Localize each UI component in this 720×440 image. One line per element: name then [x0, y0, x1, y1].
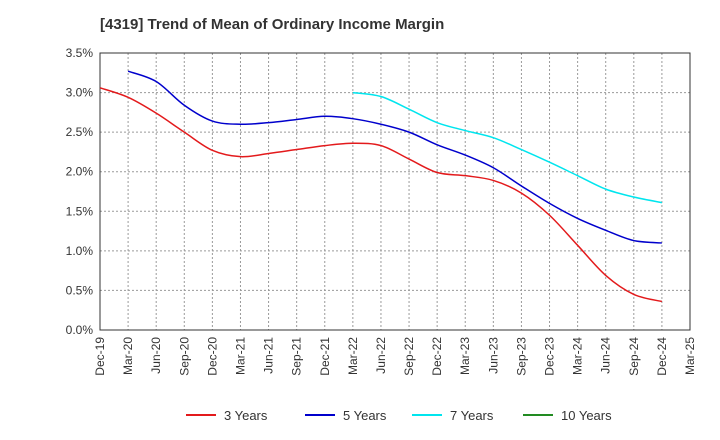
x-tick-label: Dec-24	[655, 337, 669, 376]
x-tick-label: Sep-21	[290, 337, 304, 376]
x-tick-label: Dec-22	[430, 337, 444, 376]
x-tick-label: Sep-24	[627, 337, 641, 376]
grid-layer	[99, 52, 691, 331]
x-tick-label: Dec-21	[318, 337, 332, 376]
y-tick-label: 3.0%	[66, 86, 94, 100]
x-tick-label: Jun-23	[486, 337, 500, 374]
x-tick-label: Dec-19	[93, 337, 107, 376]
series-line-3-years	[99, 87, 663, 303]
x-tick-label: Jun-20	[149, 337, 163, 374]
axis-layer: 0.0% 0.5% 1.0% 1.5% 2.0% 2.5% 3.0% 3.5% Dec-19 Ma…	[66, 46, 697, 376]
chart-title: [4319] Trend of Mean of Ordinary Income …	[100, 16, 445, 33]
legend-label-7-years: 7 Years	[450, 408, 494, 423]
x-tick-label: Mar-23	[458, 337, 472, 375]
y-tick-label: 2.5%	[66, 125, 94, 139]
legend-label-3-years: 3 Years	[224, 408, 268, 423]
y-tick-label: 3.5%	[66, 46, 94, 60]
x-tick-label: Mar-25	[683, 337, 697, 375]
x-tick-label: Sep-20	[177, 337, 191, 376]
x-tick-label: Dec-23	[543, 337, 557, 376]
plot-frame	[99, 52, 691, 331]
x-tick-label: Sep-23	[514, 337, 528, 376]
legend-label-10-years: 10 Years	[561, 408, 612, 423]
legend: 3 Years 5 Years 7 Years 10 Years	[186, 408, 612, 423]
x-tick-label: Dec-20	[205, 337, 219, 376]
x-tick-label: Jun-21	[262, 337, 276, 374]
legend-label-5-years: 5 Years	[343, 408, 387, 423]
x-tick-label: Mar-24	[571, 337, 585, 375]
x-tick-label: Mar-22	[346, 337, 360, 375]
series-line-5-years	[127, 70, 662, 244]
y-tick-label: 2.0%	[66, 165, 94, 179]
x-tick-label: Jun-24	[599, 337, 613, 374]
y-tick-label: 0.5%	[66, 283, 94, 297]
x-tick-label: Jun-22	[374, 337, 388, 374]
x-tick-label: Sep-22	[402, 337, 416, 376]
y-tick-label: 0.0%	[66, 323, 94, 337]
y-tick-label: 1.0%	[66, 244, 94, 258]
x-tick-label: Mar-20	[121, 337, 135, 375]
series-line-7-years	[352, 91, 663, 204]
y-tick-label: 1.5%	[66, 204, 94, 218]
x-tick-label: Mar-21	[233, 337, 247, 375]
series-layer	[99, 70, 663, 303]
